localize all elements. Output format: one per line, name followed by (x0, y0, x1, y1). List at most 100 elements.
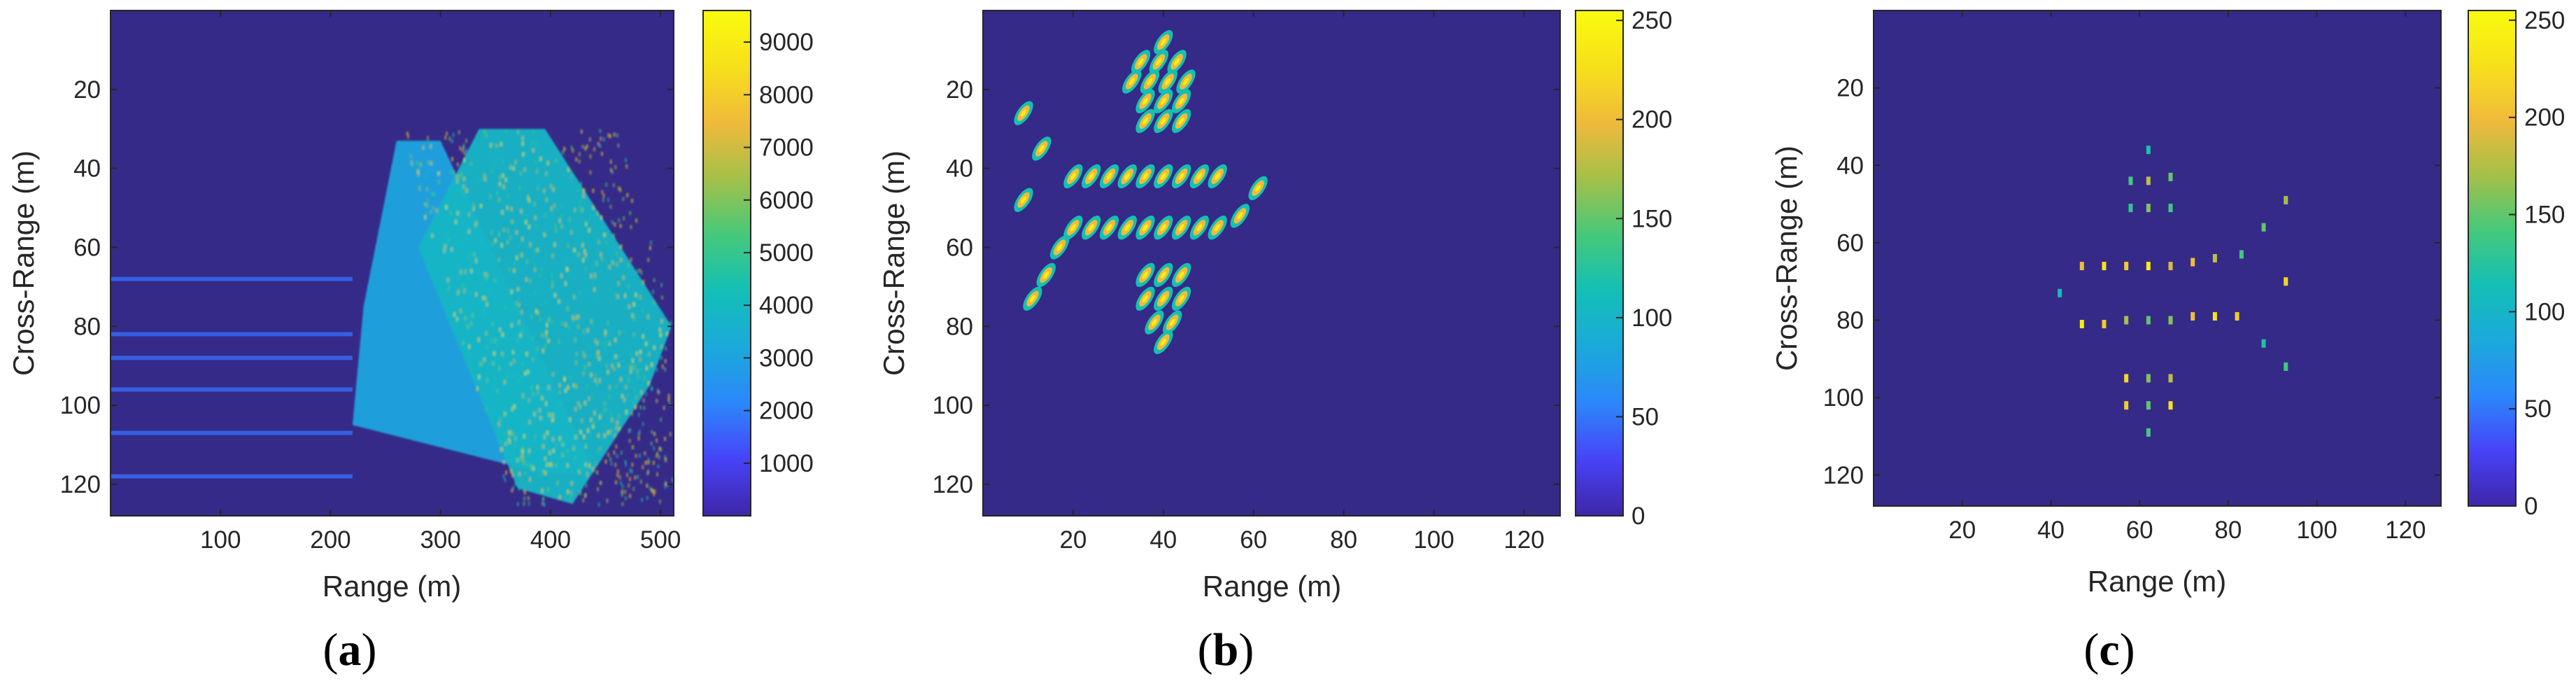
speckle (551, 475, 553, 479)
speckle (553, 283, 555, 288)
speckle (465, 139, 468, 143)
speckle (598, 356, 601, 361)
speckle (639, 268, 642, 273)
speckle (456, 244, 459, 249)
speckle (518, 244, 521, 249)
speckle (667, 398, 670, 402)
speckle (547, 385, 550, 390)
x-tick-label: 100 (1413, 526, 1454, 554)
scatterer (2102, 262, 2107, 271)
speckle (642, 421, 644, 426)
speckle (496, 190, 499, 195)
speckle (586, 144, 588, 149)
speckle (616, 469, 619, 474)
range-stripe (111, 474, 353, 479)
speckle (577, 188, 580, 192)
speckle (585, 222, 588, 227)
speckle (613, 450, 616, 455)
speckle (569, 432, 572, 437)
speckle (572, 148, 574, 153)
speckle (621, 493, 623, 498)
speckle (543, 280, 546, 285)
speckle (579, 204, 581, 209)
speckle (512, 486, 515, 491)
speckle (517, 296, 520, 301)
scatterer (2146, 428, 2151, 437)
speckle (589, 154, 592, 159)
speckle (528, 198, 530, 203)
speckle (604, 459, 607, 464)
speckle (444, 135, 447, 140)
speckle (582, 193, 585, 198)
speckle (463, 150, 466, 155)
speckle (425, 212, 428, 217)
speckle (484, 296, 487, 301)
scatterer-peak (1142, 224, 1149, 232)
speckle (609, 429, 612, 434)
speckle (593, 410, 596, 415)
speckle (453, 169, 455, 174)
speckle (512, 166, 515, 171)
speckle (549, 462, 552, 467)
speckle (505, 374, 508, 379)
x-ticks-b: 20 40 60 80 100 120 (1059, 10, 1545, 554)
scatterer-peak (1178, 224, 1184, 232)
speckle (523, 434, 525, 439)
speckle (577, 401, 580, 406)
speckle (538, 408, 541, 413)
speckle (646, 496, 649, 500)
speckle (453, 312, 456, 317)
speckle (633, 365, 636, 370)
speckle (523, 501, 525, 506)
speckle (633, 388, 636, 393)
speckle (636, 269, 639, 274)
range-stripe (111, 387, 353, 392)
speckle (535, 224, 537, 229)
speckle (561, 204, 564, 209)
speckle (584, 462, 587, 467)
speckle (635, 293, 637, 297)
scatterer (2146, 176, 2151, 185)
speckle (463, 288, 466, 293)
speckle (467, 229, 470, 234)
scatterer (1149, 50, 1169, 74)
x-tick-label: 300 (420, 526, 460, 554)
speckle (546, 462, 549, 467)
speckle (506, 205, 509, 210)
speckle (545, 197, 548, 202)
y-tick-label: 60 (946, 234, 973, 261)
speckle (486, 353, 488, 358)
speckle (630, 369, 632, 374)
speckle (528, 501, 530, 506)
scatterer-peak (1178, 271, 1184, 279)
speckle (664, 358, 667, 363)
speckle (472, 313, 474, 318)
speckle (645, 342, 648, 346)
scatterer (1135, 216, 1155, 240)
speckle (521, 362, 524, 367)
speckle (500, 447, 502, 452)
scatterer (2168, 262, 2173, 271)
speckle (490, 230, 493, 235)
speckle (624, 293, 627, 298)
speckle (425, 174, 427, 179)
speckle (542, 497, 545, 502)
speckle (464, 269, 467, 274)
speckle (653, 345, 656, 350)
x-tick-label: 20 (1059, 526, 1087, 554)
speckle (613, 394, 616, 399)
speckle (482, 309, 485, 314)
speckle (614, 337, 617, 342)
speckle (658, 455, 660, 460)
speckle (604, 330, 607, 335)
speckle (611, 170, 614, 175)
speckle (460, 269, 462, 274)
speckle (563, 146, 566, 151)
speckle (545, 173, 548, 178)
scatterer (2168, 172, 2173, 181)
speckle (620, 258, 623, 262)
scatterer-peak (1128, 78, 1135, 85)
speckle (462, 309, 465, 314)
speckle (580, 447, 583, 452)
